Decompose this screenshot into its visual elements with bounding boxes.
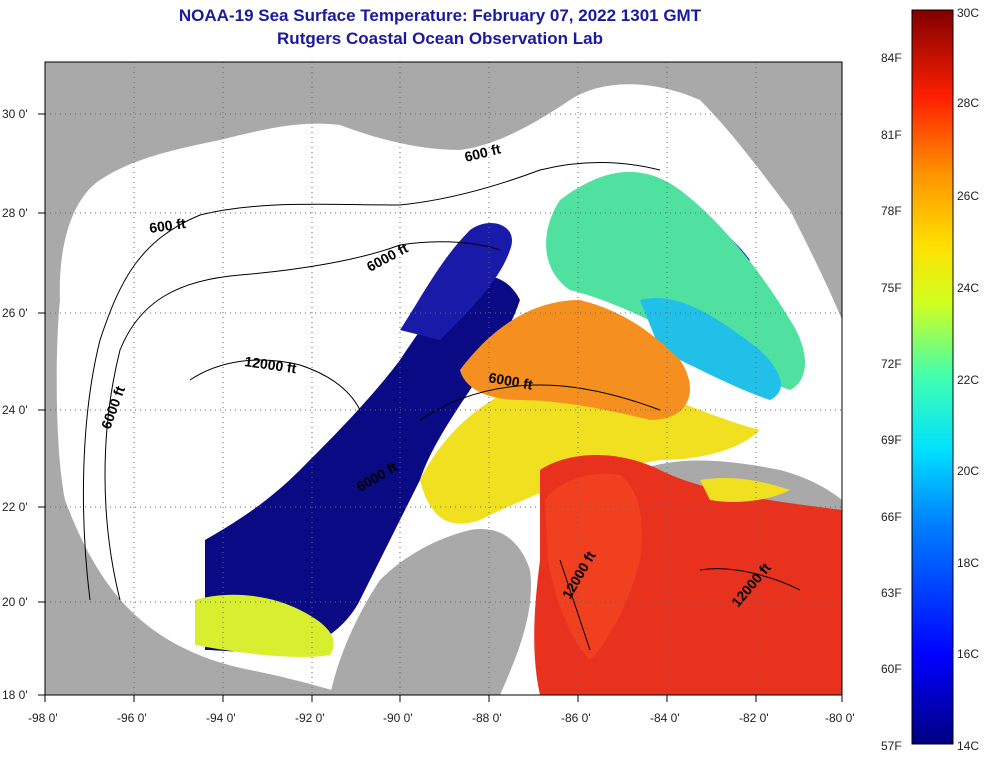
lon-tick-label: -94 0' [206,711,236,725]
lat-tick-label: 22 0' [2,500,28,514]
map-title: NOAA-19 Sea Surface Temperature: Februar… [178,6,702,25]
colorbar-celsius-label: 22C [957,373,979,387]
colorbar-fahrenheit-label: 78F [881,204,902,218]
colorbar-celsius-label: 30C [957,6,979,20]
graticule [45,62,842,695]
colorbar-fahrenheit-label: 84F [881,51,902,65]
lon-tick-label: -88 0' [472,711,502,725]
lat-tick-label: 30 0' [2,107,28,121]
lon-tick-label: -90 0' [383,711,413,725]
lon-tick-label: -80 0' [825,711,855,725]
lon-tick-label: -92 0' [295,711,325,725]
lon-tick-label: -98 0' [28,711,58,725]
contour-600-line [82,162,661,601]
colorbar-celsius-label: 18C [957,556,979,570]
lat-tick-label: 28 0' [2,206,28,220]
colorbar-celsius-label: 14C [957,739,979,753]
colorbar-fahrenheit-label: 75F [881,281,902,295]
temperature-colorbar: 30C 28C 26C 24C 22C 20C 18C 16C 14C 84F … [881,6,979,753]
lon-tick-label: -82 0' [739,711,769,725]
colorbar-fahrenheit-label: 57F [881,739,902,753]
bathymetry-contours [82,162,801,651]
lon-tick-label: -84 0' [650,711,680,725]
sst-yellow-band [420,382,760,524]
colorbar-fahrenheit-label: 66F [881,510,902,524]
sst-orange-band [460,300,690,420]
contour-6000-east-line [419,384,661,421]
contour-12000-east-line [699,568,801,591]
map-frame [44,61,843,696]
colorbar-celsius-label: 24C [957,281,979,295]
map-subtitle: Rutgers Coastal Ocean Observation Lab [277,29,603,48]
lon-tick-label: -96 0' [117,711,147,725]
yucatan-land [330,529,531,695]
colorbar-gradient [911,9,954,745]
contour-12000-line [189,359,361,411]
longitude-axis: -98 0' -96 0' -94 0' -92 0' -90 0' -88 0… [28,695,855,725]
lat-tick-label: 20 0' [2,595,28,609]
sst-yellow-cuba [700,478,790,502]
contour-label-600-west: 600 ft [148,215,187,236]
colorbar-celsius-label: 16C [957,647,979,661]
lat-tick-label: 24 0' [2,403,28,417]
colorbar-fahrenheit-label: 72F [881,357,902,371]
colorbar-fahrenheit-label: 69F [881,433,902,447]
colorbar-celsius-label: 28C [957,96,979,110]
contour-12000-south-line [559,559,591,651]
sst-warm-west [545,473,642,660]
lat-tick-label: 26 0' [2,306,28,320]
sst-cyan-patch [640,298,781,400]
lat-tick-label: 18 0' [2,688,28,702]
lon-tick-label: -86 0' [561,711,591,725]
map-area: 600 ft 600 ft 6000 ft 6000 ft 6000 ft 60… [45,62,842,695]
colorbar-celsius-label: 20C [957,464,979,478]
colorbar-fahrenheit-label: 60F [881,662,902,676]
contour-label-6000-east: 6000 ft [487,369,534,393]
contour-label-12000-center: 12000 ft [244,353,298,376]
colorbar-fahrenheit-label: 81F [881,128,902,142]
colorbar-fahrenheit-label: 63F [881,586,902,600]
sst-yellow-south [195,594,334,657]
sst-cold-north [400,222,512,340]
latitude-axis: 30 0' 28 0' 26 0' 24 0' 22 0' 20 0' 18 0… [2,107,45,702]
contour-6000-line [104,241,501,601]
colorbar-celsius-label: 26C [957,189,979,203]
sst-cold-region [205,276,520,653]
